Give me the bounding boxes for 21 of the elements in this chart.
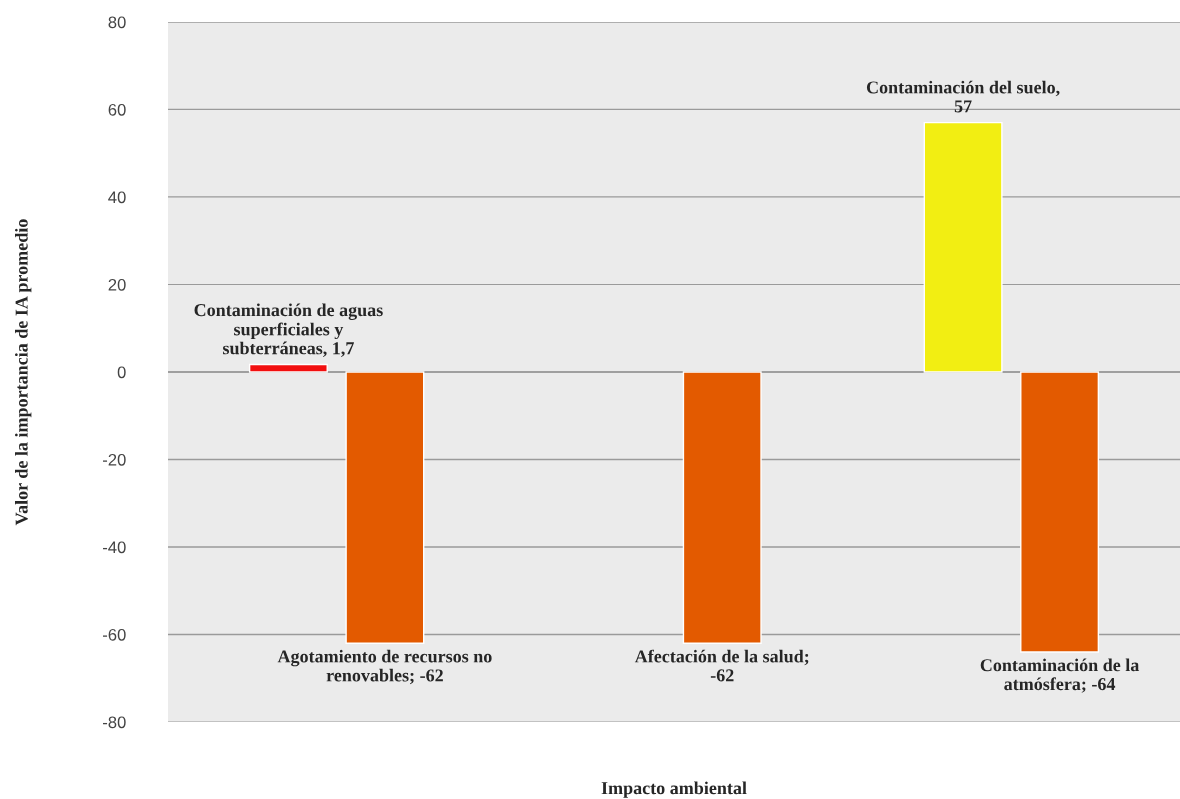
data-label: Contaminación de aguas superficiales y subterráneas, 1,7 [194, 303, 383, 357]
bar [1020, 371, 1100, 653]
y-tick-label: -40 [102, 541, 126, 554]
bar [682, 371, 762, 644]
y-tick-label: 80 [108, 16, 126, 29]
bar [923, 121, 1003, 373]
data-label: Contaminación de la atmósfera; -64 [980, 658, 1140, 693]
y-tick-label: -80 [102, 716, 126, 729]
y-tick-label: 60 [108, 103, 126, 116]
data-label: Contaminación del suelo, 57 [866, 80, 1060, 113]
bar [345, 371, 425, 644]
y-tick-label: 40 [108, 191, 126, 204]
data-label: Afectación de la salud; -62 [634, 649, 809, 682]
y-tick-label: -60 [102, 628, 126, 641]
bar [248, 363, 328, 373]
y-axis-title: Valor de la importancia de IA promedio [15, 219, 32, 526]
x-axis-title: Impacto ambiental [601, 781, 747, 798]
data-label: Agotamiento de recursos no renovables; -62 [277, 649, 492, 685]
y-tick-label: 0 [117, 366, 126, 379]
y-tick-label: -20 [102, 453, 126, 466]
y-tick-label: 20 [108, 278, 126, 291]
